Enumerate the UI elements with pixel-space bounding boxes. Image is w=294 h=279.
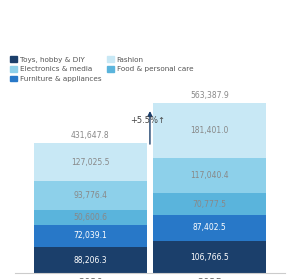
Text: 106,766.5: 106,766.5 — [190, 253, 229, 262]
Bar — [34, 181, 147, 210]
Text: 50,600.6: 50,600.6 — [74, 213, 107, 222]
Text: 88,206.3: 88,206.3 — [74, 256, 107, 264]
Bar — [153, 241, 266, 273]
Text: 127,025.5: 127,025.5 — [71, 158, 110, 167]
Text: 72,039.1: 72,039.1 — [74, 231, 107, 240]
Legend: Toys, hobby & DIY, Electronics & media, Furniture & appliances, Fashion, Food & : Toys, hobby & DIY, Electronics & media, … — [7, 53, 196, 85]
Text: 70,777.5: 70,777.5 — [193, 199, 226, 208]
Bar — [153, 193, 266, 215]
Text: 93,776.4: 93,776.4 — [74, 191, 107, 200]
Bar — [153, 103, 266, 158]
Text: 87,402.5: 87,402.5 — [193, 223, 226, 232]
Text: +5.5%↑: +5.5%↑ — [130, 116, 165, 125]
Bar — [34, 247, 147, 273]
Bar — [34, 143, 147, 181]
Bar — [153, 158, 266, 193]
Bar — [153, 215, 266, 241]
Text: 117,040.4: 117,040.4 — [190, 171, 229, 180]
Text: 181,401.0: 181,401.0 — [190, 126, 229, 135]
Text: 563,387.9: 563,387.9 — [190, 91, 229, 100]
Text: 431,647.8: 431,647.8 — [71, 131, 110, 140]
Bar — [34, 210, 147, 225]
Bar — [34, 225, 147, 247]
